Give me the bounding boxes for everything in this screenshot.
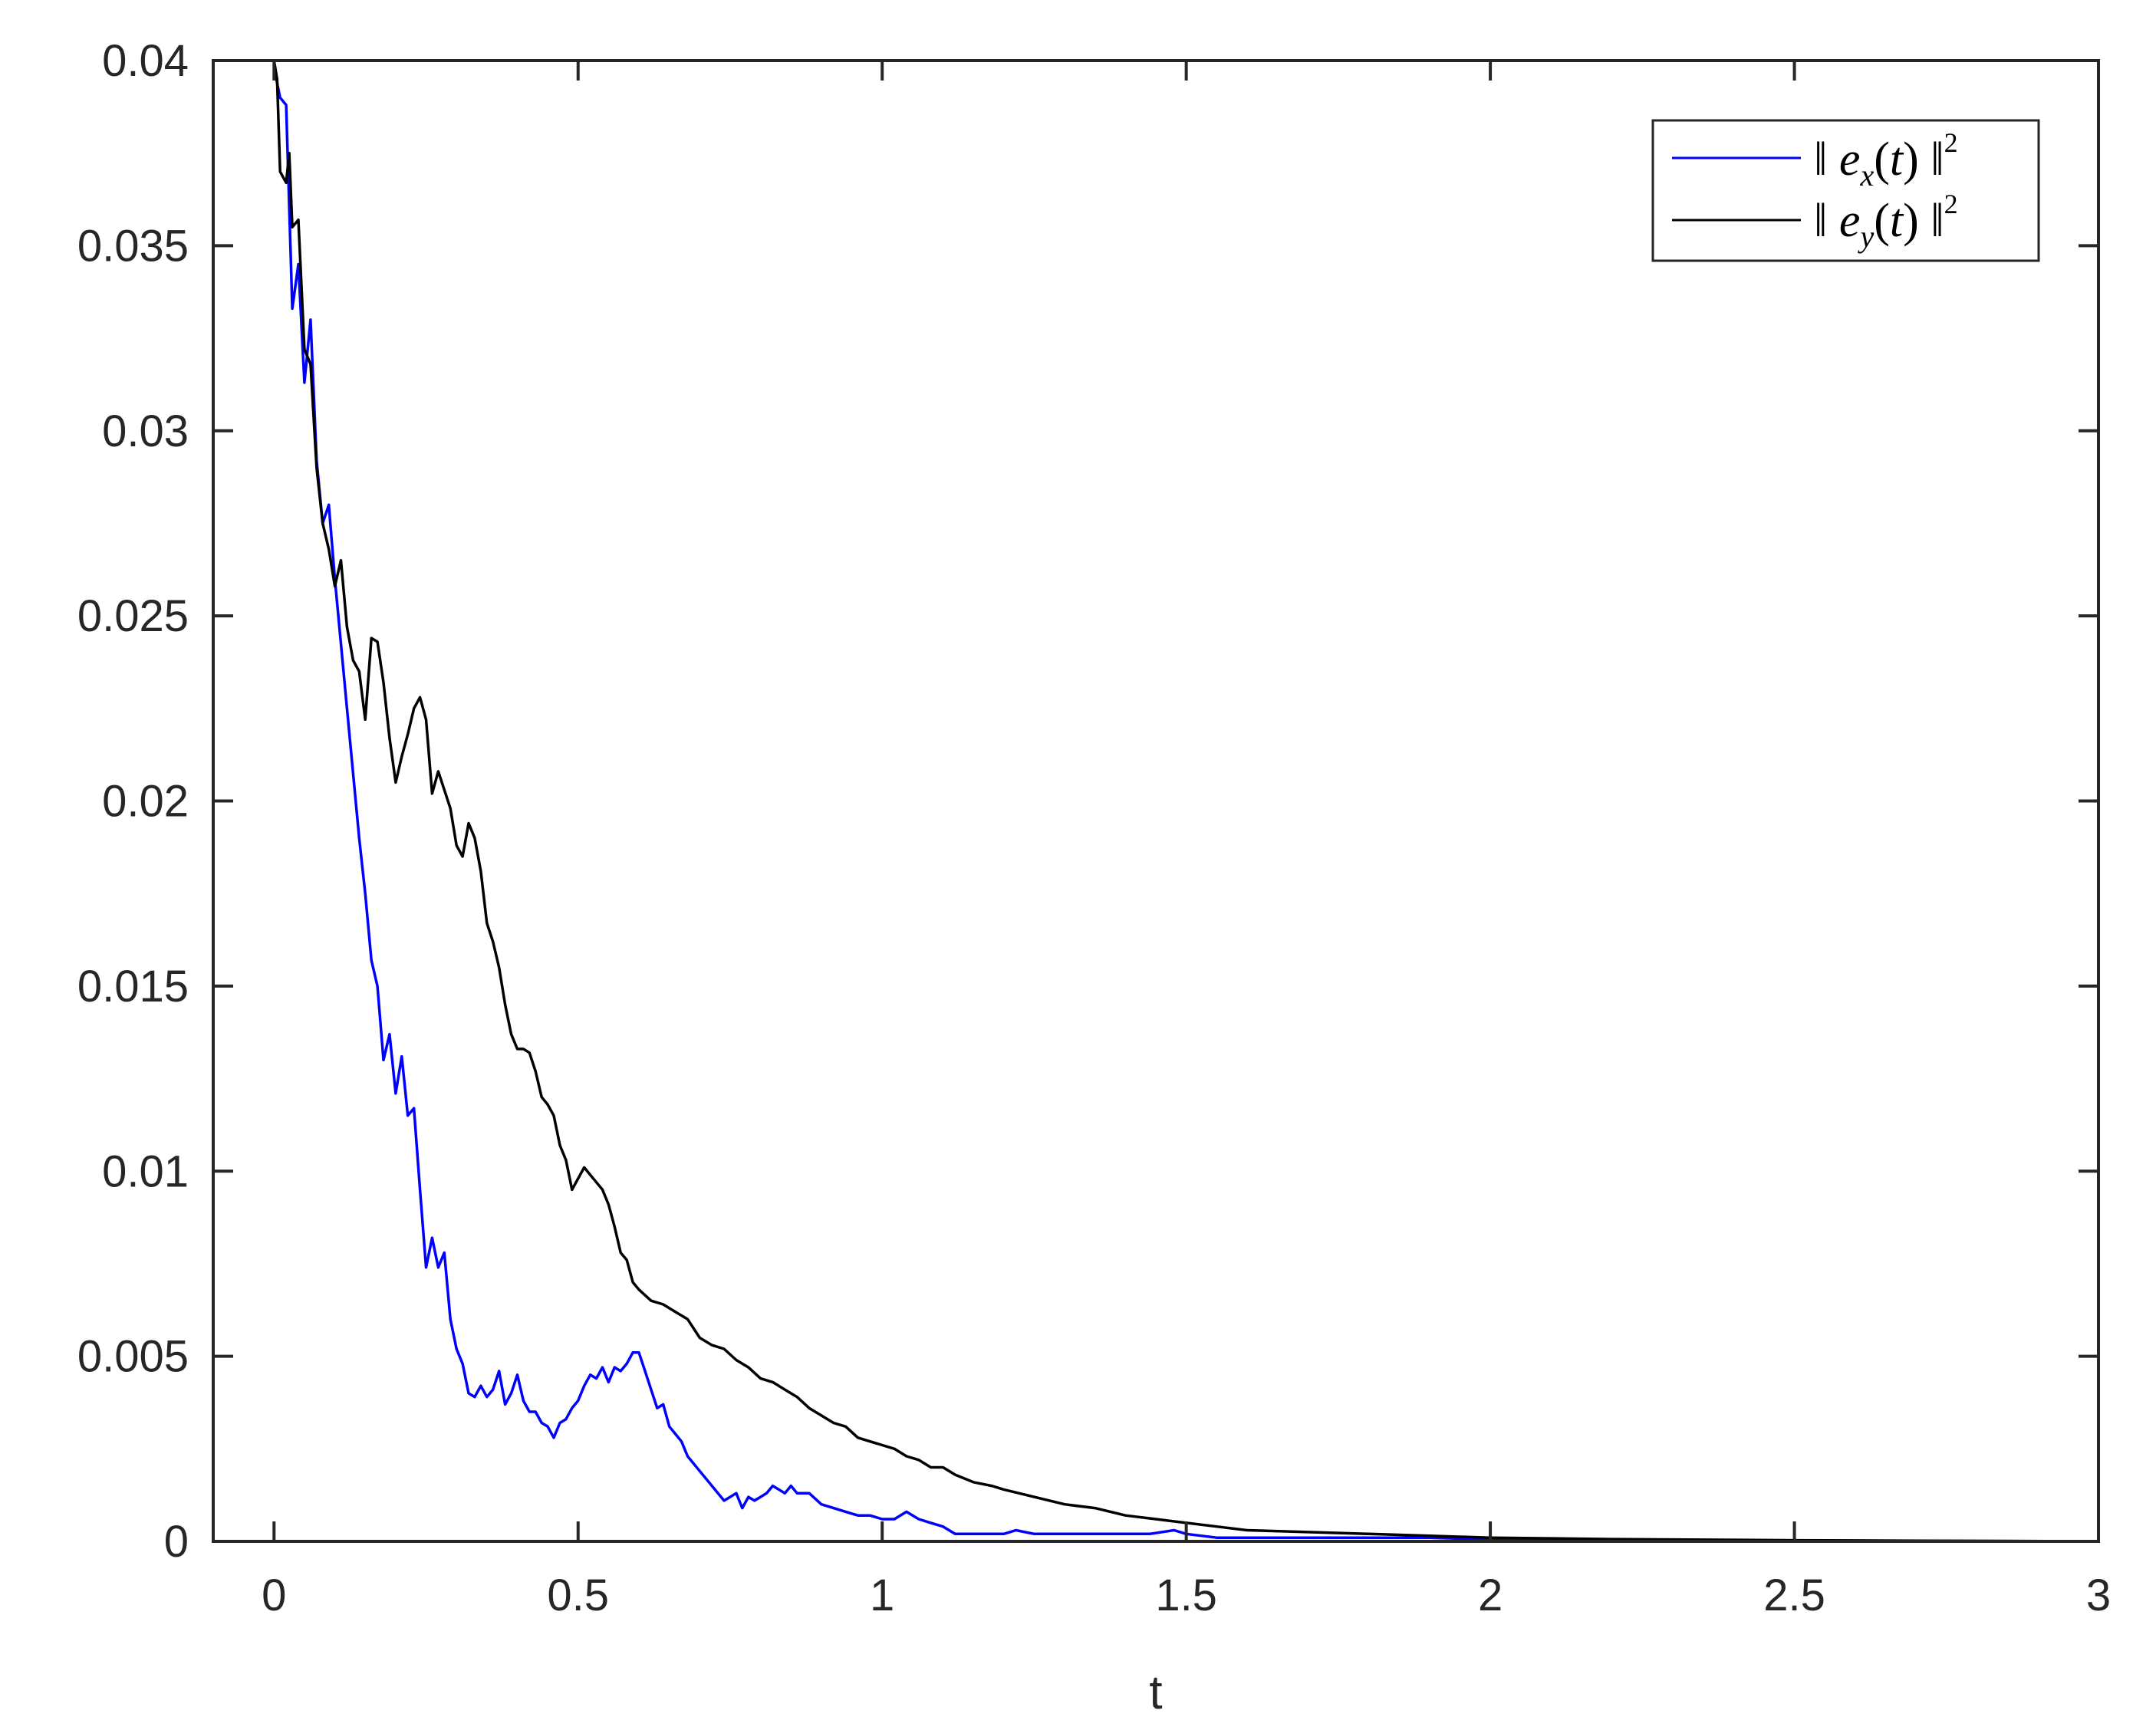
y-tick-label: 0.03 (102, 406, 189, 456)
x-axis-title: t (1149, 1666, 1162, 1719)
y-tick-label: 0.02 (102, 777, 189, 827)
y-tick-label: 0.01 (102, 1146, 189, 1196)
y-tick-label: 0.04 (102, 36, 189, 86)
y-tick-label: 0 (164, 1517, 189, 1567)
plot-area (213, 61, 2098, 1541)
y-tick-label: 0.005 (77, 1332, 189, 1382)
series-line-ey (272, 60, 2099, 1543)
y-tick-label: 0.035 (77, 221, 189, 271)
legend: ‖ ex(t) ‖2 ‖ ey(t) ‖2 (1651, 119, 2040, 262)
legend-label-ex: ‖ ex(t) ‖2 (1814, 127, 1958, 192)
legend-box (1651, 119, 2040, 262)
series-line-ex (272, 67, 2099, 1543)
x-tick-label: 2.5 (1763, 1570, 1825, 1620)
y-tick-label: 0.025 (77, 591, 189, 641)
x-tick-label: 2 (1478, 1570, 1503, 1620)
x-tick-label: 3 (2086, 1570, 2111, 1620)
series-layer (272, 60, 2099, 1543)
x-tick-label: 1.5 (1155, 1570, 1217, 1620)
y-tick-label: 0.015 (77, 962, 189, 1011)
x-tick-label: 0.5 (547, 1570, 609, 1620)
x-tick-label: 1 (870, 1570, 894, 1620)
x-tick-label: 0 (262, 1570, 286, 1620)
tick-layer: 0 0.5 1 1.5 2 2.5 3 0 0.005 0.01 0.015 0.02 0.025 0.0… (77, 36, 2111, 1620)
legend-label-ey: ‖ ey(t) ‖2 (1814, 189, 1958, 254)
